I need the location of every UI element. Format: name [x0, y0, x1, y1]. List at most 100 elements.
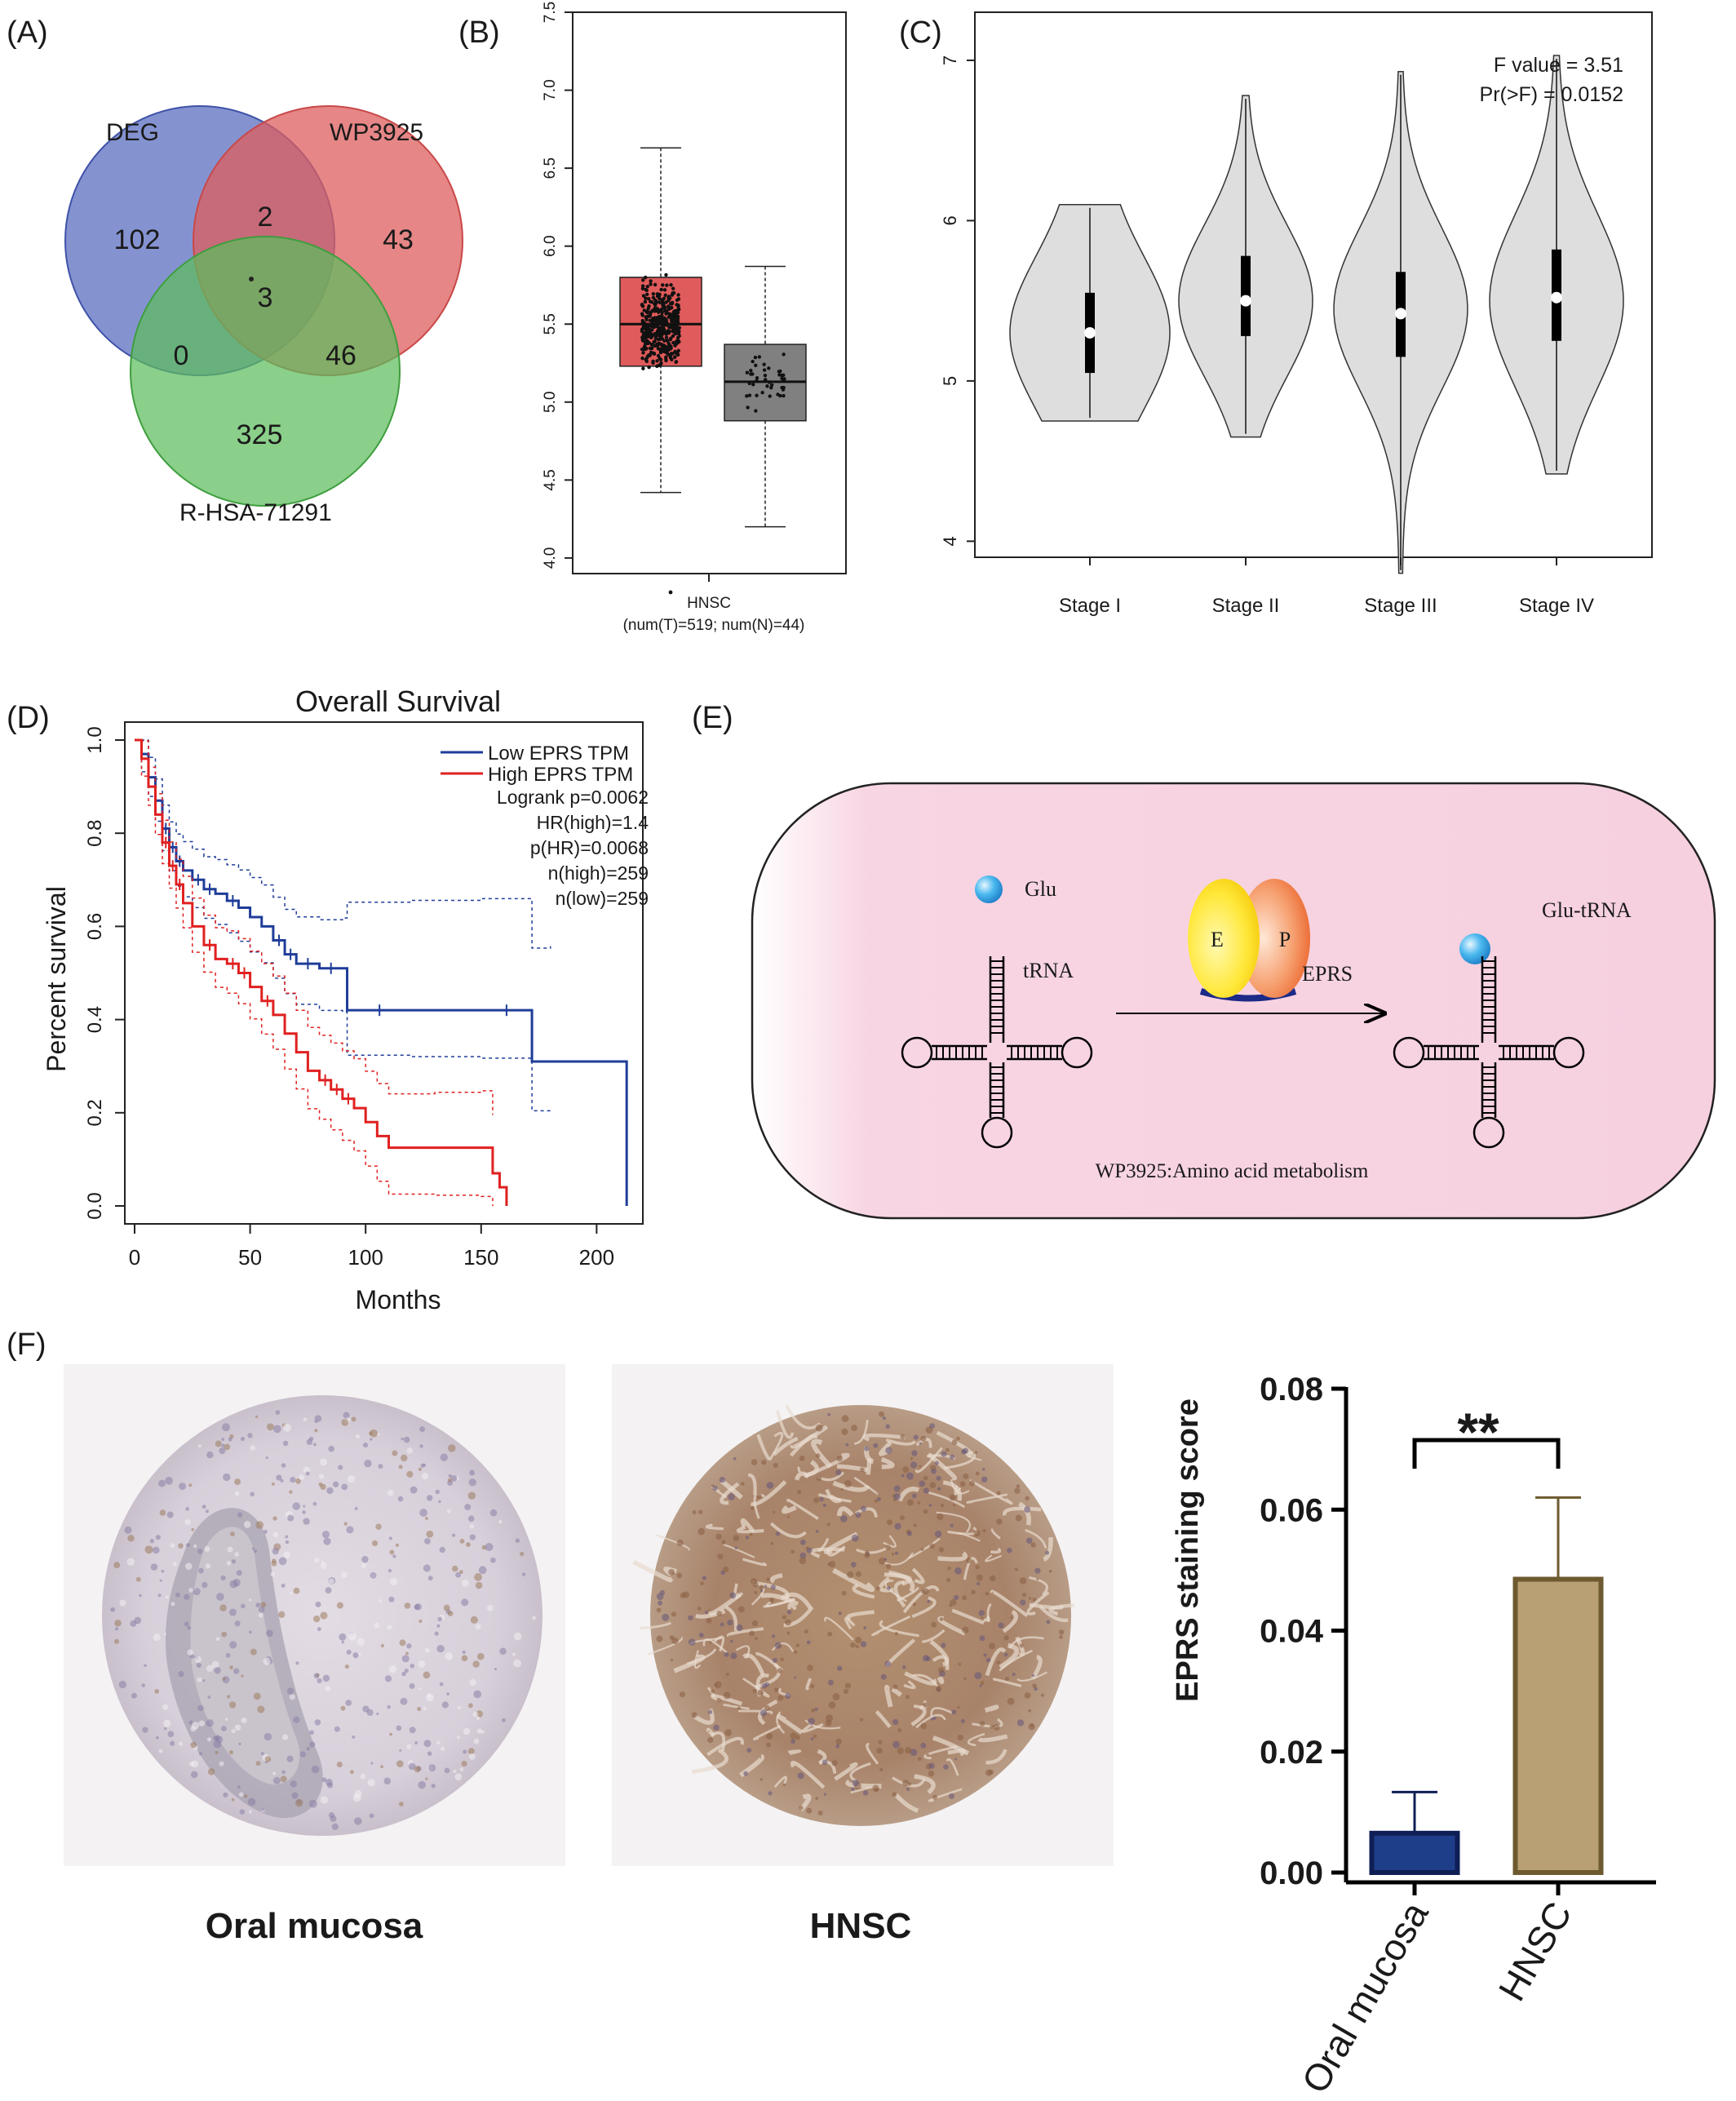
ihc-hnsc-speckle: [799, 1539, 806, 1545]
ihc-hnsc-stroma: [755, 1651, 784, 1672]
ihc-normal-speckle: [172, 1562, 177, 1567]
ihc-normal-speckle: [311, 1765, 320, 1774]
ihc-normal-speckle: [476, 1728, 483, 1734]
ihc-hnsc-speckle: [699, 1581, 704, 1586]
ihc-hnsc-speckle: [797, 1772, 804, 1780]
ihc-normal-speckle: [453, 1769, 457, 1773]
ihc-hnsc-stroma: [986, 1602, 992, 1623]
ihc-hnsc-speckle: [840, 1515, 848, 1523]
ihc-hnsc-speckle: [892, 1684, 898, 1690]
boxplot-point: [676, 297, 681, 301]
ihc-normal-speckle: [281, 1770, 286, 1775]
ihc-hnsc-stroma: [752, 1580, 790, 1602]
ihc-normal-speckle: [280, 1478, 284, 1483]
ihc-normal-speckle: [206, 1737, 211, 1742]
ihc-normal-speckle: [473, 1738, 480, 1744]
ihc-normal-speckle: [455, 1571, 461, 1578]
ihc-normal-speckle: [451, 1565, 458, 1572]
ihc-hnsc-stroma: [768, 1431, 784, 1461]
ihc-hnsc-speckle: [1026, 1537, 1033, 1544]
ihc-normal-speckle: [499, 1647, 507, 1656]
ihc-normal-speckle: [291, 1792, 299, 1799]
ihc-normal-speckle: [240, 1436, 246, 1442]
ihc-hnsc-speckle: [976, 1574, 983, 1581]
ihc-hnsc-speckle: [1004, 1676, 1010, 1682]
ihc-hnsc-speckle: [764, 1585, 768, 1588]
ihc-normal-speckle: [410, 1664, 415, 1669]
ihc-hnsc-speckle: [751, 1620, 759, 1627]
ihc-normal-speckle: [457, 1735, 460, 1740]
ihc-normal-speckle: [207, 1768, 215, 1775]
boxplot-point: [644, 288, 649, 293]
boxplot-point: [745, 394, 749, 398]
ihc-hnsc-speckle: [711, 1689, 715, 1694]
boxplot-point: [640, 284, 645, 288]
boxplot-outlier: [668, 590, 673, 595]
ihc-hnsc-speckle: [807, 1664, 813, 1672]
ihc-hnsc-speckle: [679, 1691, 685, 1698]
ihc-normal-speckle: [356, 1638, 365, 1647]
ihc-hnsc-speckle: [943, 1764, 949, 1770]
ihc-normal-speckle: [191, 1527, 195, 1531]
ihc-hnsc-speckle: [892, 1792, 897, 1797]
ihc-hnsc-speckle: [958, 1662, 962, 1666]
boxplot-point: [754, 363, 758, 367]
boxplot-point: [746, 406, 750, 410]
ihc-normal-speckle: [344, 1664, 349, 1669]
ihc-hnsc-speckle: [940, 1503, 945, 1508]
ihc-normal-speckle: [419, 1509, 427, 1517]
ihc-normal-speckle: [248, 1810, 252, 1814]
ihc-hnsc-speckle: [760, 1589, 764, 1593]
trna-label: tRNA: [1023, 959, 1074, 982]
ihc-hnsc-speckle: [852, 1780, 859, 1787]
ihc-normal-speckle: [239, 1809, 245, 1815]
ihc-normal-speckle: [334, 1726, 340, 1732]
ihc-hnsc-speckle: [760, 1778, 763, 1781]
boxplot-point: [667, 296, 672, 300]
ihc-hnsc-speckle: [723, 1691, 731, 1700]
ihc-hnsc-speckle: [934, 1530, 942, 1538]
ihc-normal-speckle: [287, 1514, 294, 1522]
ihc-normal-speckle: [364, 1460, 372, 1468]
ihc-normal-speckle: [228, 1701, 237, 1709]
ihc-normal-speckle: [227, 1695, 231, 1699]
ihc-normal-speckle: [231, 1797, 235, 1802]
ihc-hnsc-speckle: [950, 1523, 954, 1527]
ihc-hnsc-speckle: [1021, 1593, 1027, 1598]
ihc-hnsc-speckle: [764, 1704, 770, 1711]
ihc-hnsc-speckle: [670, 1658, 674, 1662]
enzyme-e-domain: [1188, 879, 1260, 998]
ihc-hnsc-speckle: [786, 1515, 790, 1518]
ihc-normal-speckle: [219, 1604, 227, 1611]
significance-bracket: [1412, 1438, 1561, 1469]
ihc-normal-speckle: [158, 1749, 163, 1753]
boxplot-point: [663, 350, 667, 354]
boxplot-panel: 4.0 4.5 5.0 5.5 6.0 6.5 7.0 7.5 HNSC (num(T)=51…: [542, 2, 847, 634]
ihc-normal-speckle: [406, 1643, 412, 1649]
ihc-hnsc-stroma: [846, 1610, 875, 1620]
ihc-normal-speckle: [150, 1563, 158, 1571]
ihc-hnsc-speckle: [841, 1428, 848, 1435]
ihc-normal-speckle: [400, 1697, 408, 1705]
ihc-normal-speckle: [437, 1616, 443, 1622]
ihc-normal-speckle: [198, 1720, 205, 1726]
survival-y-tick-label: 0.0: [84, 1192, 106, 1219]
ihc-normal-speckle: [371, 1540, 379, 1547]
ihc-hnsc-speckle: [656, 1593, 664, 1600]
boxplot-point: [662, 328, 666, 333]
ihc-hnsc-speckle: [826, 1714, 834, 1722]
ihc-normal-speckle: [234, 1724, 241, 1731]
ihc-normal-speckle: [264, 1732, 272, 1741]
ihc-normal-speckle: [278, 1557, 287, 1566]
ihc-normal-speckle: [370, 1762, 374, 1765]
ihc-hnsc-speckle: [822, 1503, 826, 1508]
ihc-normal-speckle: [443, 1604, 450, 1611]
ihc-normal-speckle: [228, 1437, 232, 1442]
ihc-hnsc-speckle: [709, 1641, 712, 1644]
ihc-hnsc-speckle: [851, 1562, 857, 1568]
violin-y-tick-label: 6: [940, 215, 960, 225]
ihc-hnsc-speckle: [1048, 1569, 1052, 1573]
ihc-hnsc-speckle: [993, 1723, 1000, 1731]
ihc-normal-speckle: [188, 1588, 194, 1593]
ihc-normal-speckle: [387, 1489, 394, 1496]
